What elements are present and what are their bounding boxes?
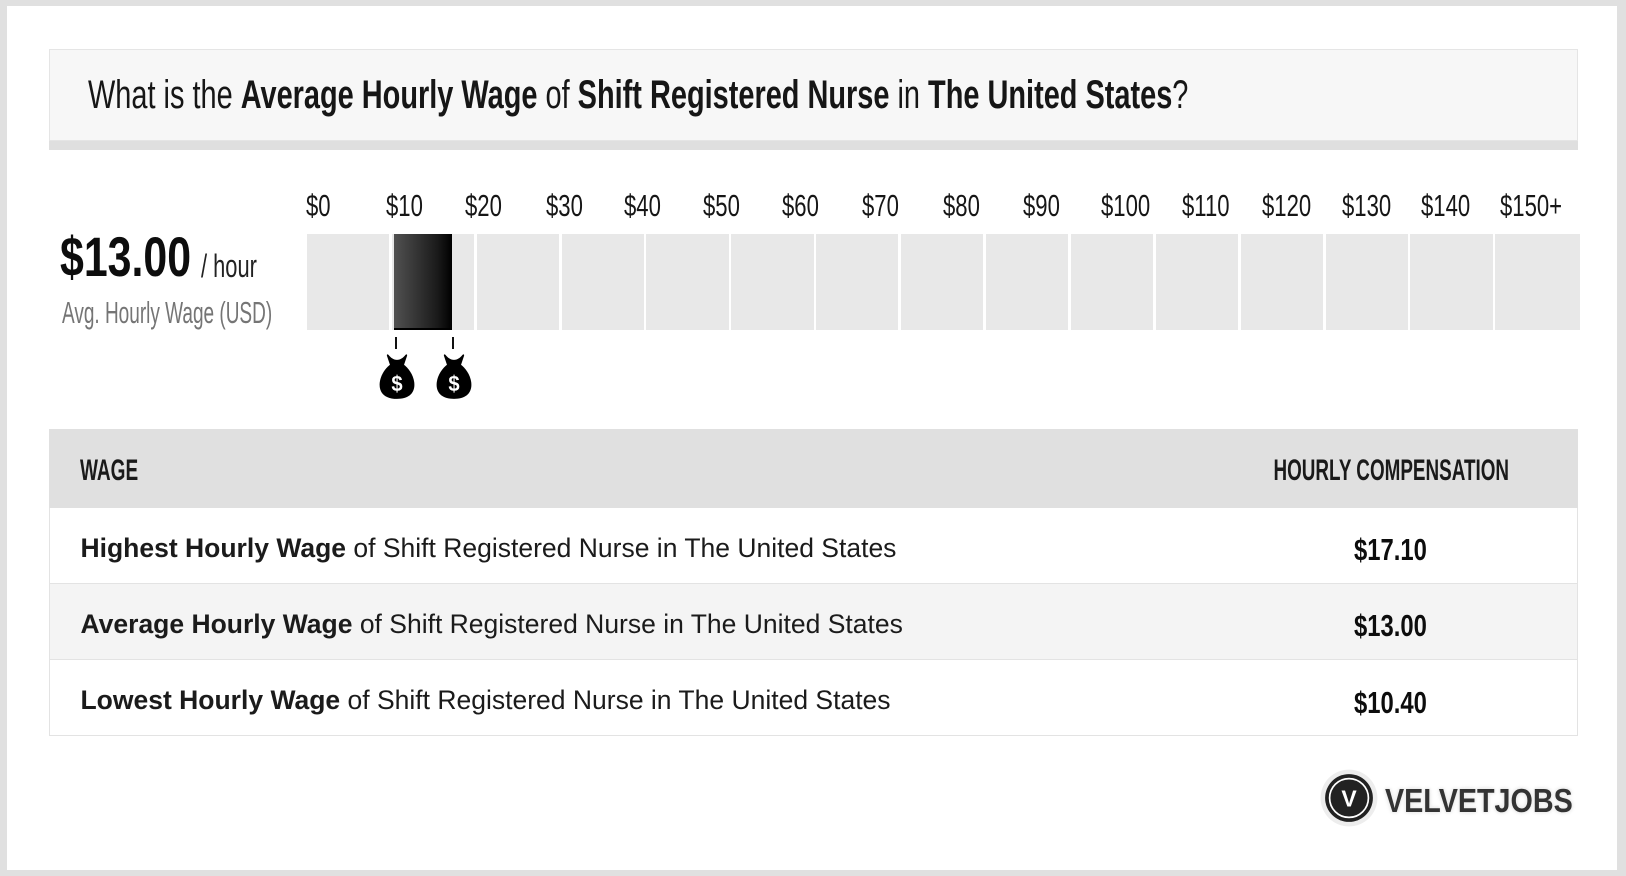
svg-text:V: V (1341, 786, 1357, 812)
